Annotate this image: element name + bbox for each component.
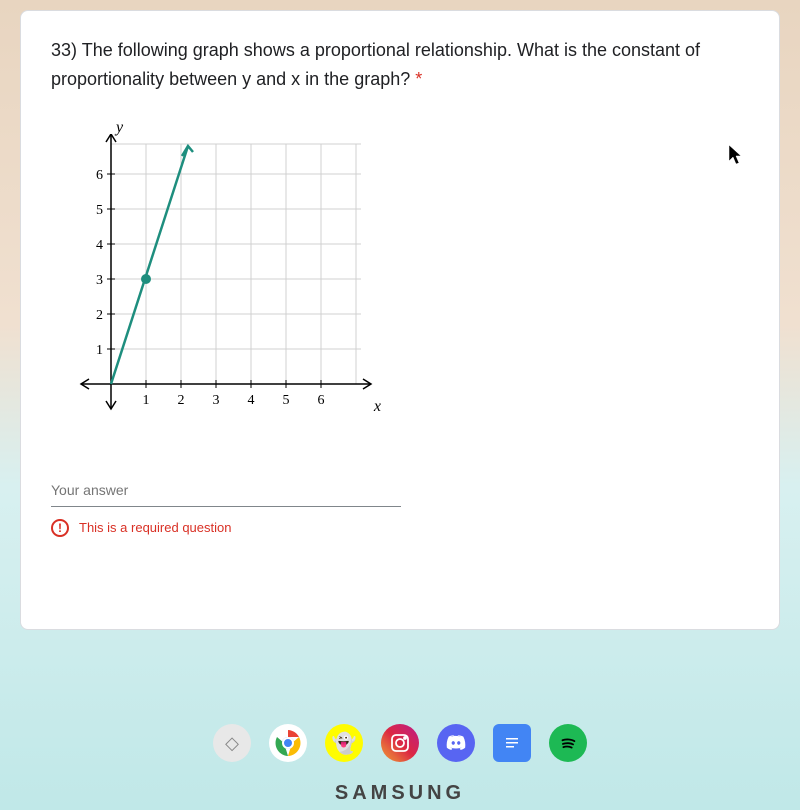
svg-text:4: 4	[96, 238, 103, 253]
snapchat-icon[interactable]: 👻	[325, 724, 363, 762]
question-number: 33)	[51, 40, 77, 60]
svg-text:6: 6	[96, 168, 103, 183]
graph-svg: 1 2 3 4 5 6 1 2 3 4 5 6	[61, 134, 381, 434]
svg-text:6: 6	[318, 393, 325, 408]
svg-text:5: 5	[283, 393, 290, 408]
instagram-icon[interactable]	[381, 724, 419, 762]
brand-label: SAMSUNG	[0, 782, 800, 805]
svg-text:2: 2	[96, 308, 103, 323]
svg-text:2: 2	[178, 393, 185, 408]
discord-icon[interactable]	[437, 724, 475, 762]
answer-input[interactable]	[51, 474, 401, 507]
svg-text:1: 1	[143, 393, 150, 408]
svg-text:1: 1	[96, 343, 103, 358]
required-mark: *	[415, 69, 422, 89]
svg-text:3: 3	[213, 393, 220, 408]
spotify-icon[interactable]	[549, 724, 587, 762]
roblox-icon[interactable]: ◇	[213, 724, 251, 762]
taskbar: ◇ 👻	[0, 716, 800, 770]
docs-icon[interactable]	[493, 724, 531, 762]
svg-text:4: 4	[248, 393, 255, 408]
question-card: 33) The following graph shows a proporti…	[20, 10, 780, 630]
question-body: The following graph shows a proportional…	[51, 40, 700, 89]
chrome-icon[interactable]	[269, 724, 307, 762]
answer-section: ! This is a required question	[51, 474, 749, 537]
error-text: This is a required question	[79, 520, 231, 535]
error-icon: !	[51, 519, 69, 537]
proportionality-graph: y x	[51, 114, 391, 444]
question-text: 33) The following graph shows a proporti…	[51, 36, 749, 94]
svg-text:3: 3	[96, 273, 103, 288]
svg-text:5: 5	[96, 203, 103, 218]
cursor-icon	[729, 145, 745, 172]
error-row: ! This is a required question	[51, 519, 749, 537]
